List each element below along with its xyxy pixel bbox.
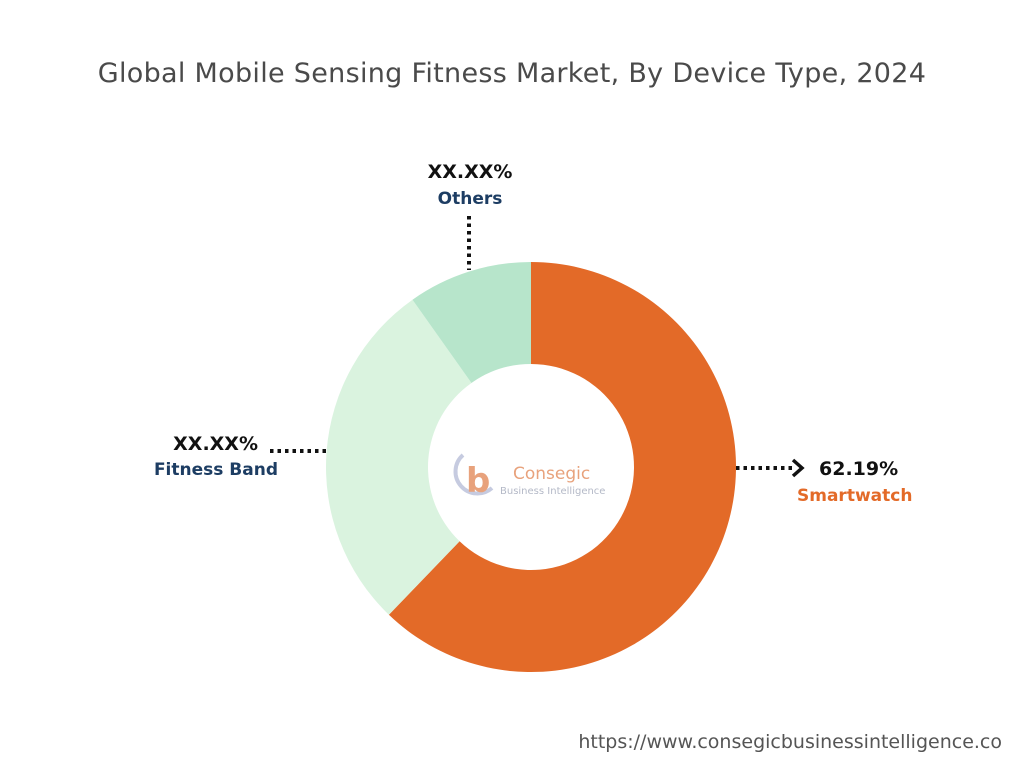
value-label-others: XX.XX% [428, 161, 513, 183]
donut-slices [325, 262, 736, 672]
logo-mark: b [466, 461, 490, 501]
value-label-fitness-band: XX.XX% [173, 433, 258, 455]
logo-tagline: Business Intelligence [500, 486, 605, 497]
value-label-smartwatch: 62.19% [819, 458, 898, 480]
logo-name: Consegic [513, 464, 590, 484]
name-label-smartwatch: Smartwatch [797, 486, 912, 506]
consegic-logo: b Consegic Business Intelligence [453, 453, 605, 501]
slice-fitness-band [325, 299, 472, 615]
name-label-others: Others [438, 189, 503, 209]
name-label-fitness-band: Fitness Band [154, 460, 278, 480]
slice-smartwatch [388, 262, 736, 672]
source-url[interactable]: https://www.consegicbusinessintelligence… [578, 731, 1002, 753]
logo-mark-arc [453, 453, 494, 496]
leader-arrow-smartwatch [791, 458, 805, 478]
slice-others [412, 262, 531, 383]
chart-title: Global Mobile Sensing Fitness Market, By… [97, 58, 927, 89]
